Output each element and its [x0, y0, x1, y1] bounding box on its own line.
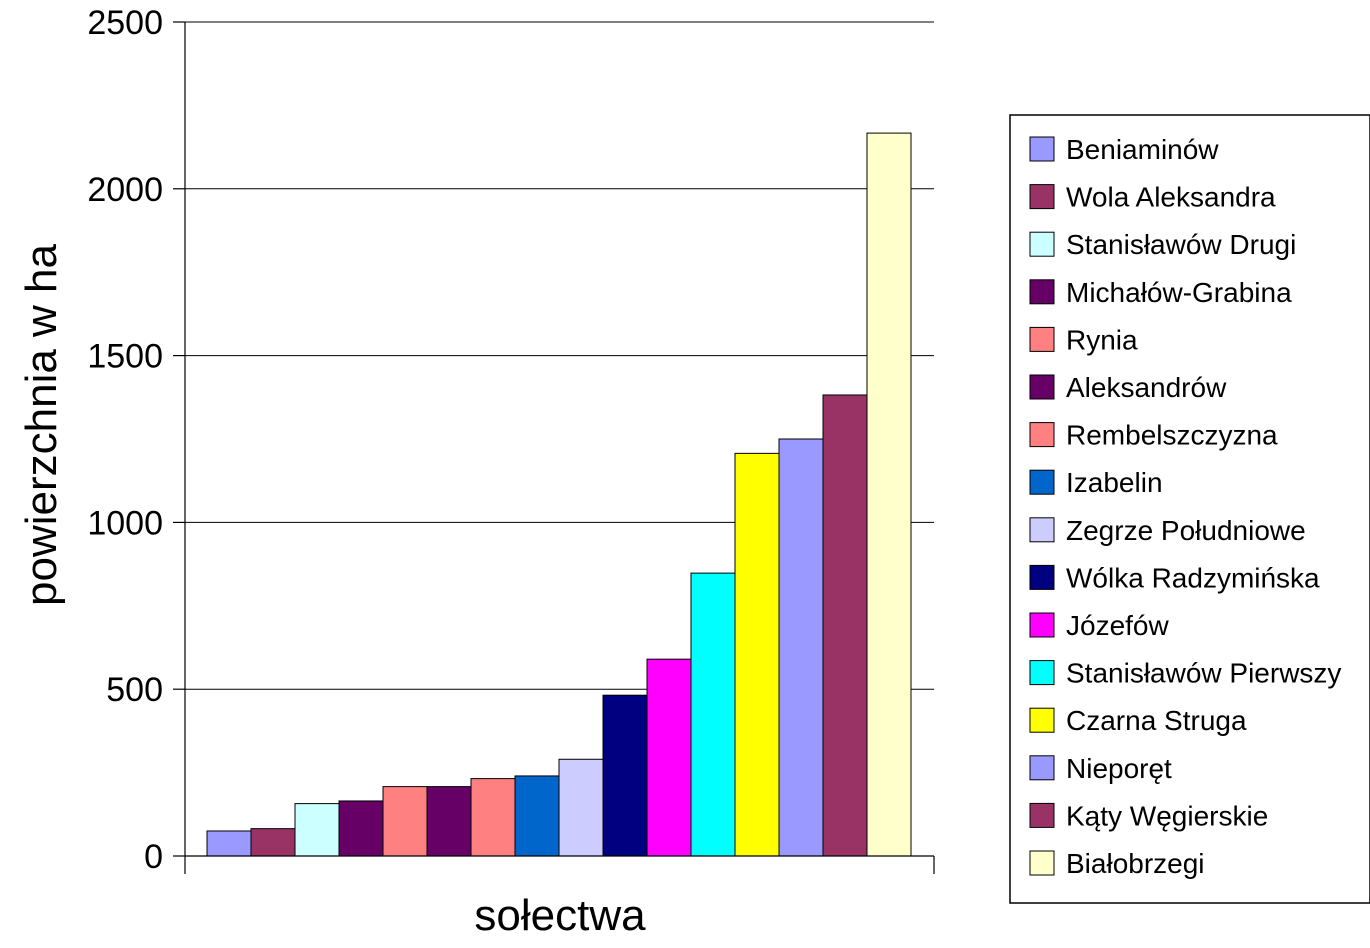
- legend-swatch: [1029, 707, 1055, 733]
- bar: [514, 775, 560, 857]
- y-tick-label: 2500: [87, 4, 163, 42]
- legend-swatch: [1029, 564, 1055, 590]
- bar: [822, 394, 868, 857]
- legend-label: Stanisławów Pierwszy: [1066, 658, 1341, 689]
- legend-label: Zegrze Południowe: [1066, 515, 1306, 546]
- legend-swatch: [1029, 660, 1055, 686]
- bar: [206, 830, 252, 857]
- bar: [602, 694, 648, 857]
- legend-label: Wola Aleksandra: [1066, 182, 1276, 213]
- legend-swatch: [1029, 850, 1055, 876]
- legend-swatch: [1029, 802, 1055, 828]
- legend-swatch: [1029, 612, 1055, 638]
- legend-label: Wólka Radzymińska: [1066, 562, 1320, 593]
- legend-swatch: [1029, 755, 1055, 781]
- legend-swatch: [1029, 279, 1055, 305]
- bar: [426, 786, 472, 857]
- legend: Beniaminów Wola Aleksandra Stanisławów Dru…: [1009, 114, 1370, 904]
- legend-label: Beniaminów: [1066, 134, 1219, 165]
- y-tick-label: 2000: [87, 171, 163, 209]
- legend-swatch: [1029, 517, 1055, 543]
- legend-label: Aleksandrów: [1066, 372, 1227, 403]
- bar: [470, 778, 516, 857]
- legend-label: Izabelin: [1066, 467, 1163, 498]
- legend-label: Józefów: [1066, 610, 1169, 641]
- bar: [382, 786, 428, 857]
- legend-items: Beniaminów Wola Aleksandra Stanisławów Dru…: [1029, 134, 1341, 879]
- y-tick-label: 0: [144, 838, 163, 876]
- y-tick-label: 1500: [87, 338, 163, 376]
- legend-swatch: [1029, 422, 1055, 448]
- axes: [173, 21, 935, 874]
- bar: [250, 828, 296, 857]
- legend-label: Michałów-Grabina: [1066, 277, 1292, 308]
- legend-label: Kąty Węgierskie: [1066, 800, 1268, 831]
- bar: [778, 438, 824, 857]
- bar: [646, 658, 692, 857]
- bar: [690, 572, 736, 857]
- y-axis-title: powierzchnia w ha: [17, 243, 66, 605]
- y-tick-labels: 0 500 1000 1500 2000 2500: [87, 4, 163, 876]
- legend-swatch: [1029, 469, 1055, 495]
- legend-label: Stanisławów Drugi: [1066, 229, 1296, 260]
- y-tick-label: 1000: [87, 504, 163, 542]
- x-axis-title: sołectwa: [474, 891, 646, 940]
- y-tick-label: 500: [106, 671, 163, 709]
- bar: [338, 800, 384, 857]
- bar: [558, 758, 604, 857]
- legend-label: Czarna Struga: [1066, 705, 1247, 736]
- bar: [866, 132, 912, 857]
- legend-frame: [1009, 114, 1370, 904]
- bars: [206, 132, 912, 857]
- legend-swatch: [1029, 374, 1055, 400]
- legend-swatch: [1029, 136, 1055, 162]
- legend-label: Białobrzegi: [1066, 848, 1205, 879]
- bar: [294, 803, 340, 857]
- legend-swatch: [1029, 231, 1055, 257]
- legend-label: Rembelszczyzna: [1066, 420, 1278, 451]
- legend-swatch: [1029, 184, 1055, 210]
- legend-swatch: [1029, 326, 1055, 352]
- legend-label: Nieporęt: [1066, 753, 1172, 784]
- legend-label: Rynia: [1066, 324, 1138, 355]
- bar: [734, 452, 780, 857]
